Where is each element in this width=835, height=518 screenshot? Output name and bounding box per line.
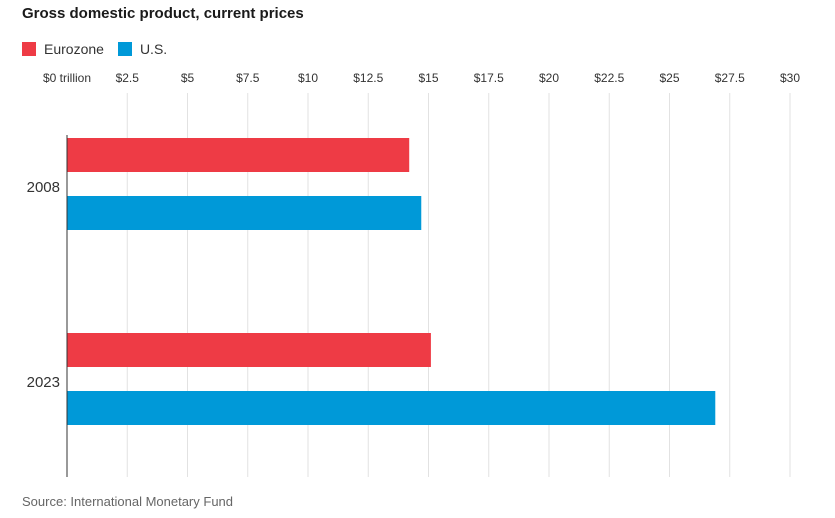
bar-eurozone-2008 (67, 138, 410, 172)
x-tick-label: $10 (298, 71, 318, 85)
x-tick-label: $30 (780, 71, 800, 85)
x-tick-label: $25 (659, 71, 679, 85)
legend-label-us: U.S. (139, 41, 168, 57)
x-tick-label: $27.5 (715, 71, 745, 85)
legend-label-eurozone: Eurozone (44, 41, 104, 57)
bar-eurozone-2023 (67, 333, 431, 367)
legend-swatch-us (117, 42, 132, 56)
chart-title: Gross domestic product, current prices (22, 5, 304, 22)
x-tick-label: $7.5 (236, 71, 260, 85)
x-tick-label: $20 (539, 71, 559, 85)
bar-us-2008 (67, 196, 422, 230)
x-tick-label: $5 (181, 71, 195, 85)
x-tick-label: $12.5 (353, 71, 383, 85)
legend: Eurozone U.S. (22, 41, 181, 57)
x-tick-label: $15 (418, 71, 438, 85)
bar-us-2023 (67, 391, 716, 425)
legend-item-eurozone: Eurozone (22, 41, 104, 57)
x-tick-label: $2.5 (116, 71, 140, 85)
legend-swatch-eurozone (22, 42, 36, 56)
x-tick-label: $0 trillion (43, 71, 91, 85)
source-note: Source: International Monetary Fund (22, 494, 234, 509)
x-tick-label: $17.5 (474, 71, 504, 85)
category-label: 2008 (27, 179, 60, 196)
category-label: 2023 (27, 374, 60, 391)
legend-item-us: U.S. (117, 41, 168, 57)
x-tick-label: $22.5 (594, 71, 624, 85)
